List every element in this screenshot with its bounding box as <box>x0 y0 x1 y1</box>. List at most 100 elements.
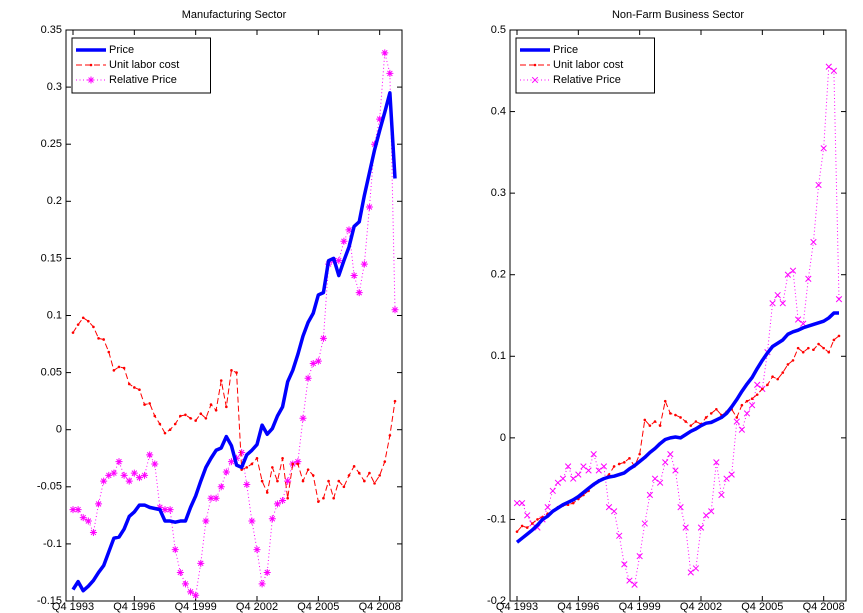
y-tick-label: 0.3 <box>47 81 62 93</box>
data-point <box>590 451 597 458</box>
data-point <box>219 379 223 382</box>
data-point <box>296 462 300 466</box>
data-point <box>376 115 384 123</box>
legend-marker <box>533 63 537 67</box>
x-tick-label: Q4 1996 <box>557 601 599 613</box>
data-point <box>107 350 111 354</box>
data-point <box>245 466 249 469</box>
data-point <box>255 456 259 460</box>
data-point <box>95 500 103 508</box>
data-point <box>230 369 233 372</box>
data-point <box>240 468 243 471</box>
data-point <box>820 145 827 152</box>
data-point <box>612 465 616 468</box>
data-point <box>204 416 208 420</box>
data-point <box>181 580 189 588</box>
data-point <box>735 416 739 419</box>
data-point <box>192 591 200 599</box>
data-point <box>605 504 613 511</box>
data-point <box>335 257 343 265</box>
legend-marker <box>89 63 93 67</box>
series-line <box>72 317 396 503</box>
data-point <box>626 577 633 584</box>
data-point <box>158 422 162 426</box>
data-point <box>679 416 682 419</box>
data-point <box>801 350 805 354</box>
data-point <box>87 319 90 323</box>
data-point <box>253 546 261 554</box>
series-line <box>516 335 840 532</box>
data-point <box>363 479 366 483</box>
data-point <box>651 475 659 482</box>
x-tick-label: Q4 2002 <box>680 601 722 613</box>
data-point <box>388 434 392 437</box>
data-point <box>214 408 218 412</box>
data-point <box>112 369 116 372</box>
data-point <box>294 458 302 466</box>
data-point <box>120 471 128 479</box>
data-point <box>355 289 363 297</box>
y-tick-label: -0.15 <box>37 595 62 607</box>
x-tick-label: Q4 1993 <box>52 601 94 613</box>
data-point <box>662 459 669 466</box>
x-tick-label: Q4 2008 <box>359 601 401 613</box>
data-point <box>518 499 526 507</box>
y-tick-label: 0.15 <box>41 252 62 264</box>
data-point <box>179 414 182 418</box>
data-point <box>617 462 621 466</box>
legend-marker <box>87 76 95 84</box>
data-point <box>570 475 577 482</box>
data-point <box>564 463 572 470</box>
data-point <box>386 69 394 77</box>
x-tick-label: Q4 2005 <box>741 601 783 613</box>
data-point <box>360 260 368 268</box>
data-point <box>368 471 371 475</box>
data-point <box>105 471 113 479</box>
data-point <box>209 403 213 406</box>
data-point <box>365 203 373 211</box>
data-point <box>672 467 679 474</box>
data-point <box>279 497 287 505</box>
data-point <box>536 518 539 521</box>
data-point <box>212 494 220 502</box>
data-point <box>682 524 689 531</box>
data-point <box>345 226 353 234</box>
data-point <box>357 471 361 475</box>
data-point <box>667 451 674 458</box>
legend-label: Relative Price <box>553 74 621 86</box>
data-point <box>694 420 698 423</box>
data-point <box>754 381 761 388</box>
data-point <box>835 296 843 303</box>
data-point <box>258 580 266 588</box>
data-point <box>347 474 351 477</box>
data-point <box>559 475 567 482</box>
y-tick-label: 0.2 <box>47 195 62 207</box>
data-point <box>663 399 667 403</box>
data-point <box>769 300 776 307</box>
data-point <box>616 532 623 539</box>
data-point <box>750 397 754 401</box>
data-point <box>549 487 556 495</box>
data-point <box>311 474 315 477</box>
data-point <box>600 463 608 470</box>
data-point <box>281 456 284 460</box>
data-point <box>595 467 602 474</box>
data-point <box>153 414 157 418</box>
x-tick-label: Q4 1999 <box>175 601 217 613</box>
data-point <box>115 458 123 466</box>
data-point <box>669 412 672 415</box>
y-tick-label: -0.2 <box>487 595 506 607</box>
data-point <box>745 399 749 403</box>
data-point <box>250 462 254 466</box>
data-point <box>677 504 684 511</box>
data-point <box>544 504 551 511</box>
data-point <box>827 350 831 354</box>
data-point <box>761 387 764 391</box>
data-point <box>265 491 269 494</box>
data-point <box>815 181 822 189</box>
data-point <box>352 464 356 468</box>
data-point <box>148 402 151 405</box>
data-point <box>284 477 292 485</box>
data-point <box>393 399 397 403</box>
data-point <box>658 424 662 427</box>
